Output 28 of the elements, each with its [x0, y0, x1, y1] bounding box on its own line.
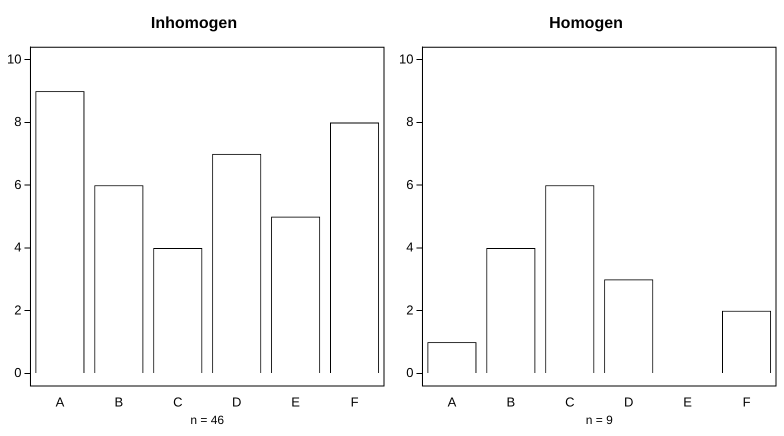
- y-tick-label: 10: [6, 51, 22, 66]
- y-tick-label: 2: [14, 302, 22, 318]
- x-tick-label: C: [565, 394, 574, 410]
- x-tick-label: B: [506, 394, 516, 410]
- y-tick-label: 10: [398, 51, 414, 66]
- y-tick-label: 8: [14, 114, 22, 130]
- y-tick-label: 0: [406, 365, 414, 380]
- y-tick-label: 2: [406, 302, 414, 318]
- x-tick-label: E: [291, 394, 300, 410]
- x-tick-label: B: [114, 394, 124, 410]
- x-tick-label: C: [173, 394, 182, 410]
- y-tick-label: 6: [14, 176, 22, 192]
- chart-title: Homogen: [549, 15, 623, 32]
- x-tick-label: A: [448, 394, 457, 410]
- x-tick-label: D: [232, 394, 242, 410]
- x-axis-title: n = 9: [586, 413, 614, 428]
- x-tick-label: A: [56, 394, 65, 410]
- y-tick-label: 6: [406, 176, 414, 192]
- y-tick-label: 4: [406, 240, 414, 255]
- x-tick-label: F: [350, 394, 359, 410]
- y-tick-label: 8: [406, 114, 414, 130]
- y-tick-label: 4: [14, 240, 22, 255]
- y-tick-label: 0: [14, 365, 22, 380]
- x-tick-label: F: [742, 394, 751, 410]
- chart-title: Inhomogen: [150, 15, 238, 32]
- x-tick-label: D: [624, 394, 634, 410]
- x-axis-title: n = 46: [190, 413, 224, 428]
- x-tick-label: E: [683, 394, 692, 410]
